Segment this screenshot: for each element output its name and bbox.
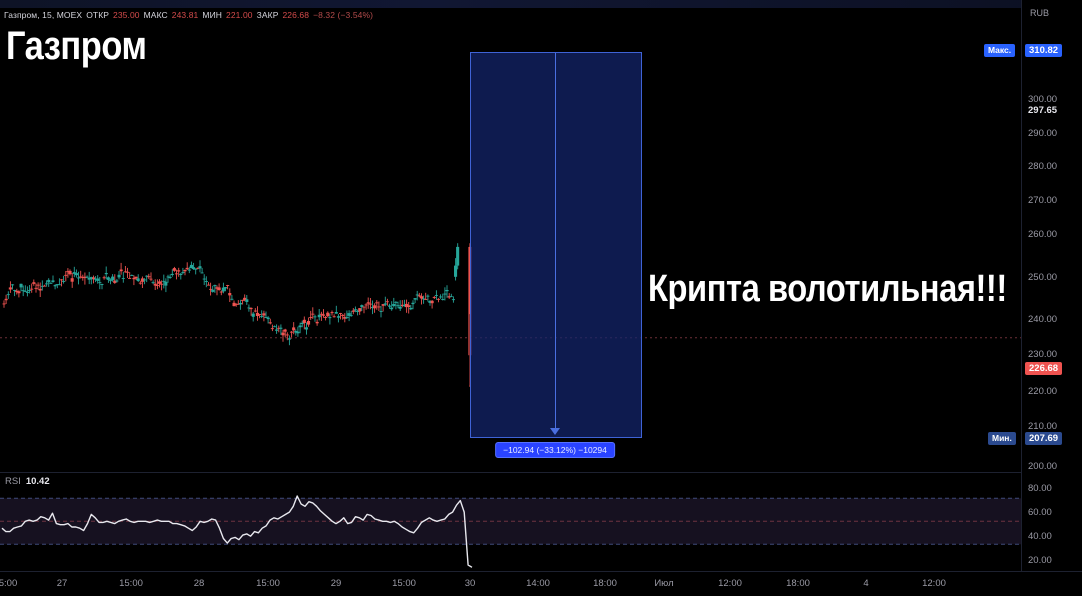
time-label-11: 12:00 xyxy=(718,578,742,589)
rsi-pane[interactable]: RSI 10.42 xyxy=(0,472,1022,573)
time-label-12: 18:00 xyxy=(786,578,810,589)
measure-value-badge: −102.94 (−33.12%) −10294 xyxy=(495,442,615,458)
time-label-6: 15:00 xyxy=(392,578,416,589)
time-label-0: 5:00 xyxy=(0,578,18,589)
price-tick-300: 300.00 xyxy=(1028,94,1058,105)
price-axis[interactable]: RUB Макс. 310.82 300.00 297.65 290.00 28… xyxy=(984,0,1082,572)
price-tick-210: 210.00 xyxy=(1028,421,1058,432)
open-label: ОТКР xyxy=(86,10,110,20)
time-label-9: 18:00 xyxy=(593,578,617,589)
close-value: 226.68 xyxy=(282,10,310,20)
open-value: 235.00 xyxy=(113,10,140,20)
high-label: МАКС xyxy=(143,10,168,20)
time-label-8: 14:00 xyxy=(526,578,550,589)
measure-arrow-icon xyxy=(550,428,560,435)
price-tick-280: 280.00 xyxy=(1028,161,1058,172)
price-tick-290: 290.00 xyxy=(1028,128,1058,139)
price-tick-260: 260.00 xyxy=(1028,229,1058,240)
time-label-1: 27 xyxy=(56,578,68,589)
rsi-value: 10.42 xyxy=(25,476,50,487)
rsi-tick-60: 60.00 xyxy=(1028,507,1052,518)
price-tick-200: 200.00 xyxy=(1028,461,1058,472)
price-tick-250: 250.00 xyxy=(1028,272,1058,283)
price-tick-last: 297.65 xyxy=(1028,105,1058,116)
rsi-tick-20: 20.00 xyxy=(1028,555,1052,566)
price-tick-240: 240.00 xyxy=(1028,314,1058,325)
time-label-4: 15:00 xyxy=(256,578,280,589)
rsi-tick-80: 80.00 xyxy=(1028,483,1052,494)
measure-rectangle[interactable] xyxy=(470,52,642,438)
caption-left: Газпром xyxy=(6,24,147,68)
currency-label: RUB xyxy=(1030,8,1050,18)
time-label-5: 29 xyxy=(330,578,342,589)
price-tick-220: 220.00 xyxy=(1028,386,1058,397)
time-label-2: 15:00 xyxy=(119,578,143,589)
chart-legend: Газпром, 15, MOEX ОТКР 235.00 МАКС 243.81 … xyxy=(4,8,373,22)
low-value: 221.00 xyxy=(226,10,253,20)
low-price-badge: 207.69 xyxy=(1025,432,1063,445)
low-label: МИН xyxy=(202,10,223,20)
caption-right: Крипта волотильная!!! xyxy=(648,268,1007,310)
time-label-3: 28 xyxy=(193,578,205,589)
high-value: 243.81 xyxy=(171,10,199,20)
time-label-7: 30 xyxy=(464,578,476,589)
rsi-tick-40: 40.00 xyxy=(1028,531,1052,542)
rsi-legend[interactable]: RSI 10.42 xyxy=(5,476,50,487)
time-axis[interactable]: 5:00 27 15:00 28 15:00 29 15:00 30 14:00 18:00 Июл… xyxy=(0,571,1082,596)
close-label: ЗАКР xyxy=(256,10,279,20)
rsi-name: RSI xyxy=(5,476,21,487)
time-label-13: 4 xyxy=(863,578,869,589)
time-label-14: 12:00 xyxy=(922,578,946,589)
time-label-10: Июл xyxy=(654,578,674,589)
high-side-tag: Макс. xyxy=(984,44,1016,57)
low-side-tag: Мин. xyxy=(988,432,1016,445)
rsi-series xyxy=(0,495,1022,568)
high-price-badge: 310.82 xyxy=(1025,44,1063,57)
change-value: −8.32 (−3.54%) xyxy=(313,10,374,20)
price-tick-230: 230.00 xyxy=(1028,349,1058,360)
measure-center-line xyxy=(555,53,556,428)
price-tick-270: 270.00 xyxy=(1028,195,1058,206)
window-top-strip xyxy=(0,0,1082,8)
current-price-badge: 226.68 xyxy=(1025,362,1063,375)
symbol-label[interactable]: Газпром, 15, MOEX xyxy=(4,10,83,20)
